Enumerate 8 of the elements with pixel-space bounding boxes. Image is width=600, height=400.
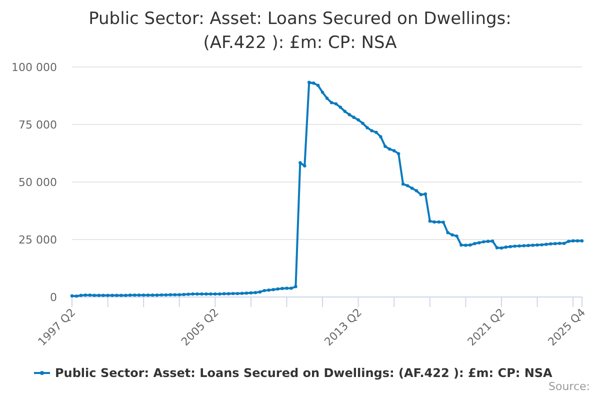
y-tick-label: 50 000 — [18, 176, 57, 189]
chart-title: Public Sector: Asset: Loans Secured on Dwellings: (AF.422 ): £m: CP: NSA — [88, 9, 512, 53]
source-note: Source: — [548, 380, 590, 393]
y-tick-label: 75 000 — [18, 118, 57, 132]
y-tick-label: 0 — [50, 291, 57, 304]
legend-label: Public Sector: Asset: Loans Secured on Dwellings: (AF.422 ): £m: CP: NSA — [55, 366, 554, 380]
y-tick-label: 100 000 — [12, 61, 57, 74]
y-tick-label: 25 000 — [18, 234, 57, 246]
